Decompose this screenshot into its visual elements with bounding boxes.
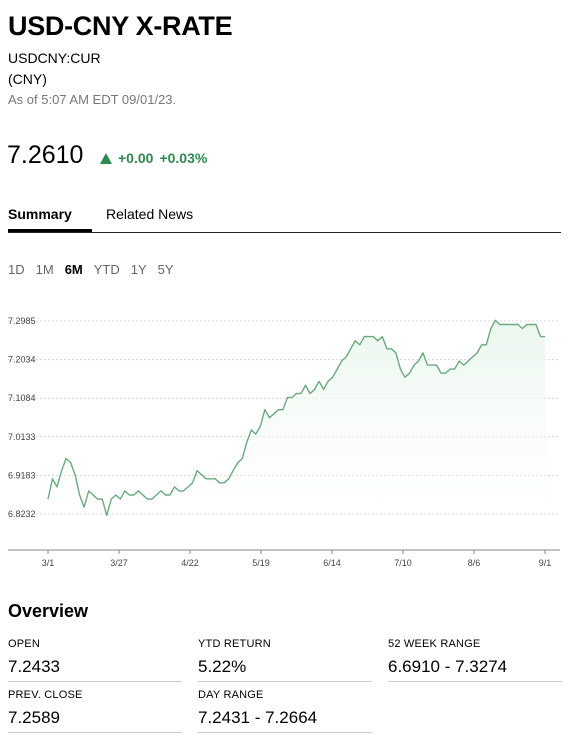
y-tick-label: 7.2985 — [8, 316, 36, 326]
stat-value: 7.2431 - 7.2664 — [198, 708, 318, 727]
x-tick-label: 6/14 — [323, 558, 341, 568]
range-1y[interactable]: 1Y — [130, 262, 147, 277]
series-line — [47, 319, 545, 516]
stat-value: 7.2433 — [8, 657, 60, 676]
stat-value: 6.6910 - 7.3274 — [388, 657, 508, 676]
range-ytd[interactable]: YTD — [93, 262, 120, 277]
as-of-timestamp: As of 5:07 AM EDT 09/01/23. — [8, 92, 177, 107]
stat-label: PREV. CLOSE — [8, 689, 83, 701]
tab-bar: Summary Related News — [8, 198, 561, 233]
x-tick-label: 5/19 — [252, 558, 270, 568]
y-tick-label: 6.9183 — [8, 470, 36, 480]
range-5y[interactable]: 5Y — [157, 262, 174, 277]
change-percent: +0.03% — [159, 150, 208, 166]
current-price: 7.2610 — [7, 141, 84, 169]
active-tab-indicator — [8, 229, 92, 232]
y-tick-label: 7.0133 — [8, 432, 36, 442]
stat-label: DAY RANGE — [198, 689, 264, 701]
price-change: +0.00 +0.03% — [100, 150, 207, 167]
y-tick-label: 7.2034 — [8, 355, 36, 365]
range-1m[interactable]: 1M — [35, 262, 54, 277]
stat-open: OPEN 7.2433 — [8, 638, 182, 682]
currency-code: (CNY) — [8, 71, 47, 87]
stat-label: 52 WEEK RANGE — [388, 638, 481, 650]
stat-value: 7.2589 — [8, 708, 60, 727]
tab-summary[interactable]: Summary — [8, 206, 72, 222]
change-value: +0.00 — [118, 150, 154, 166]
stat-day-range: DAY RANGE 7.2431 - 7.2664 — [198, 689, 372, 733]
time-range-selector: 1D 1M 6M YTD 1Y 5Y — [8, 262, 185, 278]
ticker-symbol: USDCNY:CUR — [8, 50, 101, 66]
y-tick-label: 6.8232 — [8, 509, 36, 519]
stat-52-week-range: 52 WEEK RANGE 6.6910 - 7.3274 — [388, 638, 562, 682]
stat-ytd-return: YTD RETURN 5.22% — [198, 638, 372, 682]
x-tick-label: 3/1 — [42, 558, 55, 568]
page-title: USD-CNY X-RATE — [8, 11, 233, 41]
price-chart[interactable]: 7.2985 7.2034 7.1084 7.0133 6.9183 6.8232 3/1 3… — [0, 305, 574, 575]
x-tick-label: 7/10 — [394, 558, 412, 568]
series-area — [48, 320, 545, 550]
y-tick-label: 7.1084 — [8, 393, 36, 403]
triangle-up-icon — [100, 153, 112, 164]
x-tick-label: 9/1 — [539, 558, 552, 568]
stat-prev-close: PREV. CLOSE 7.2589 — [8, 689, 182, 733]
x-tick-label: 8/6 — [468, 558, 481, 568]
tab-related-news[interactable]: Related News — [106, 206, 194, 222]
stat-label: YTD RETURN — [198, 638, 271, 650]
overview-title: Overview — [8, 601, 89, 621]
x-tick-label: 4/22 — [181, 558, 199, 568]
stat-value: 5.22% — [198, 657, 247, 676]
stat-label: OPEN — [8, 638, 40, 650]
range-6m[interactable]: 6M — [64, 262, 83, 277]
range-1d[interactable]: 1D — [8, 262, 25, 277]
x-tick-label: 3/27 — [110, 558, 128, 568]
